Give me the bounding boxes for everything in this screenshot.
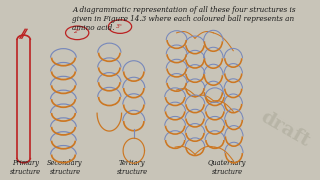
Text: 3°: 3° bbox=[116, 24, 124, 29]
Text: 2°: 2° bbox=[74, 30, 81, 34]
Text: Tertiary
structure: Tertiary structure bbox=[117, 159, 148, 176]
Text: Quaternary
structure: Quaternary structure bbox=[208, 159, 246, 176]
Text: Primary
structure: Primary structure bbox=[10, 159, 41, 176]
Text: A diagrammatic representation of all these four structures is
given in Figure 14: A diagrammatic representation of all the… bbox=[73, 6, 296, 32]
Text: Secondary
structure: Secondary structure bbox=[47, 159, 83, 176]
Text: draft: draft bbox=[257, 108, 313, 151]
